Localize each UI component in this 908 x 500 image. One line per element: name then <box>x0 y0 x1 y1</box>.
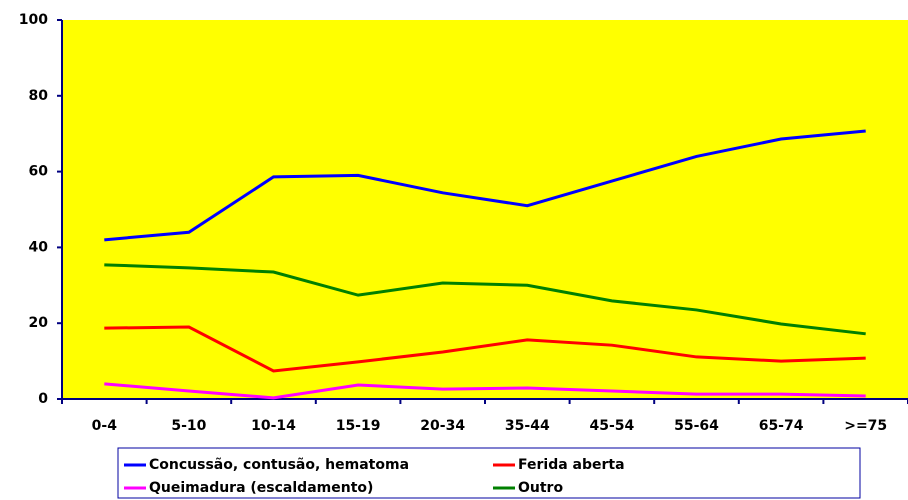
series-line <box>104 129 866 242</box>
x-tick-label: 20-34 <box>420 418 465 434</box>
x-tick-label: 35-44 <box>505 418 550 434</box>
series-line <box>104 325 866 373</box>
legend-label: Ferida aberta <box>518 457 625 473</box>
x-tick-label: 65-74 <box>759 418 804 434</box>
y-tick-label: 60 <box>29 164 49 180</box>
y-tick-label: 80 <box>29 88 49 104</box>
y-tick-label: 20 <box>29 315 49 331</box>
x-tick-label: 55-64 <box>674 418 719 434</box>
series-line <box>104 382 866 400</box>
legend-label: Queimadura (escaldamento) <box>149 480 373 496</box>
x-tick-label: >=75 <box>844 418 887 434</box>
x-tick-label: 5-10 <box>171 418 206 434</box>
legend-box <box>117 447 861 499</box>
plot-area <box>62 20 908 399</box>
y-tick-label: 40 <box>29 239 49 255</box>
legend-label: Concussão, contusão, hematoma <box>149 457 409 473</box>
x-tick-label: 45-54 <box>590 418 635 434</box>
series-line <box>104 263 866 336</box>
y-tick-label: 100 <box>19 12 48 28</box>
y-tick-label: 0 <box>38 391 48 407</box>
x-tick-label: 0-4 <box>92 418 118 434</box>
legend-label: Outro <box>518 480 563 496</box>
x-tick-label: 15-19 <box>336 418 381 434</box>
x-tick-label: 10-14 <box>251 418 296 434</box>
